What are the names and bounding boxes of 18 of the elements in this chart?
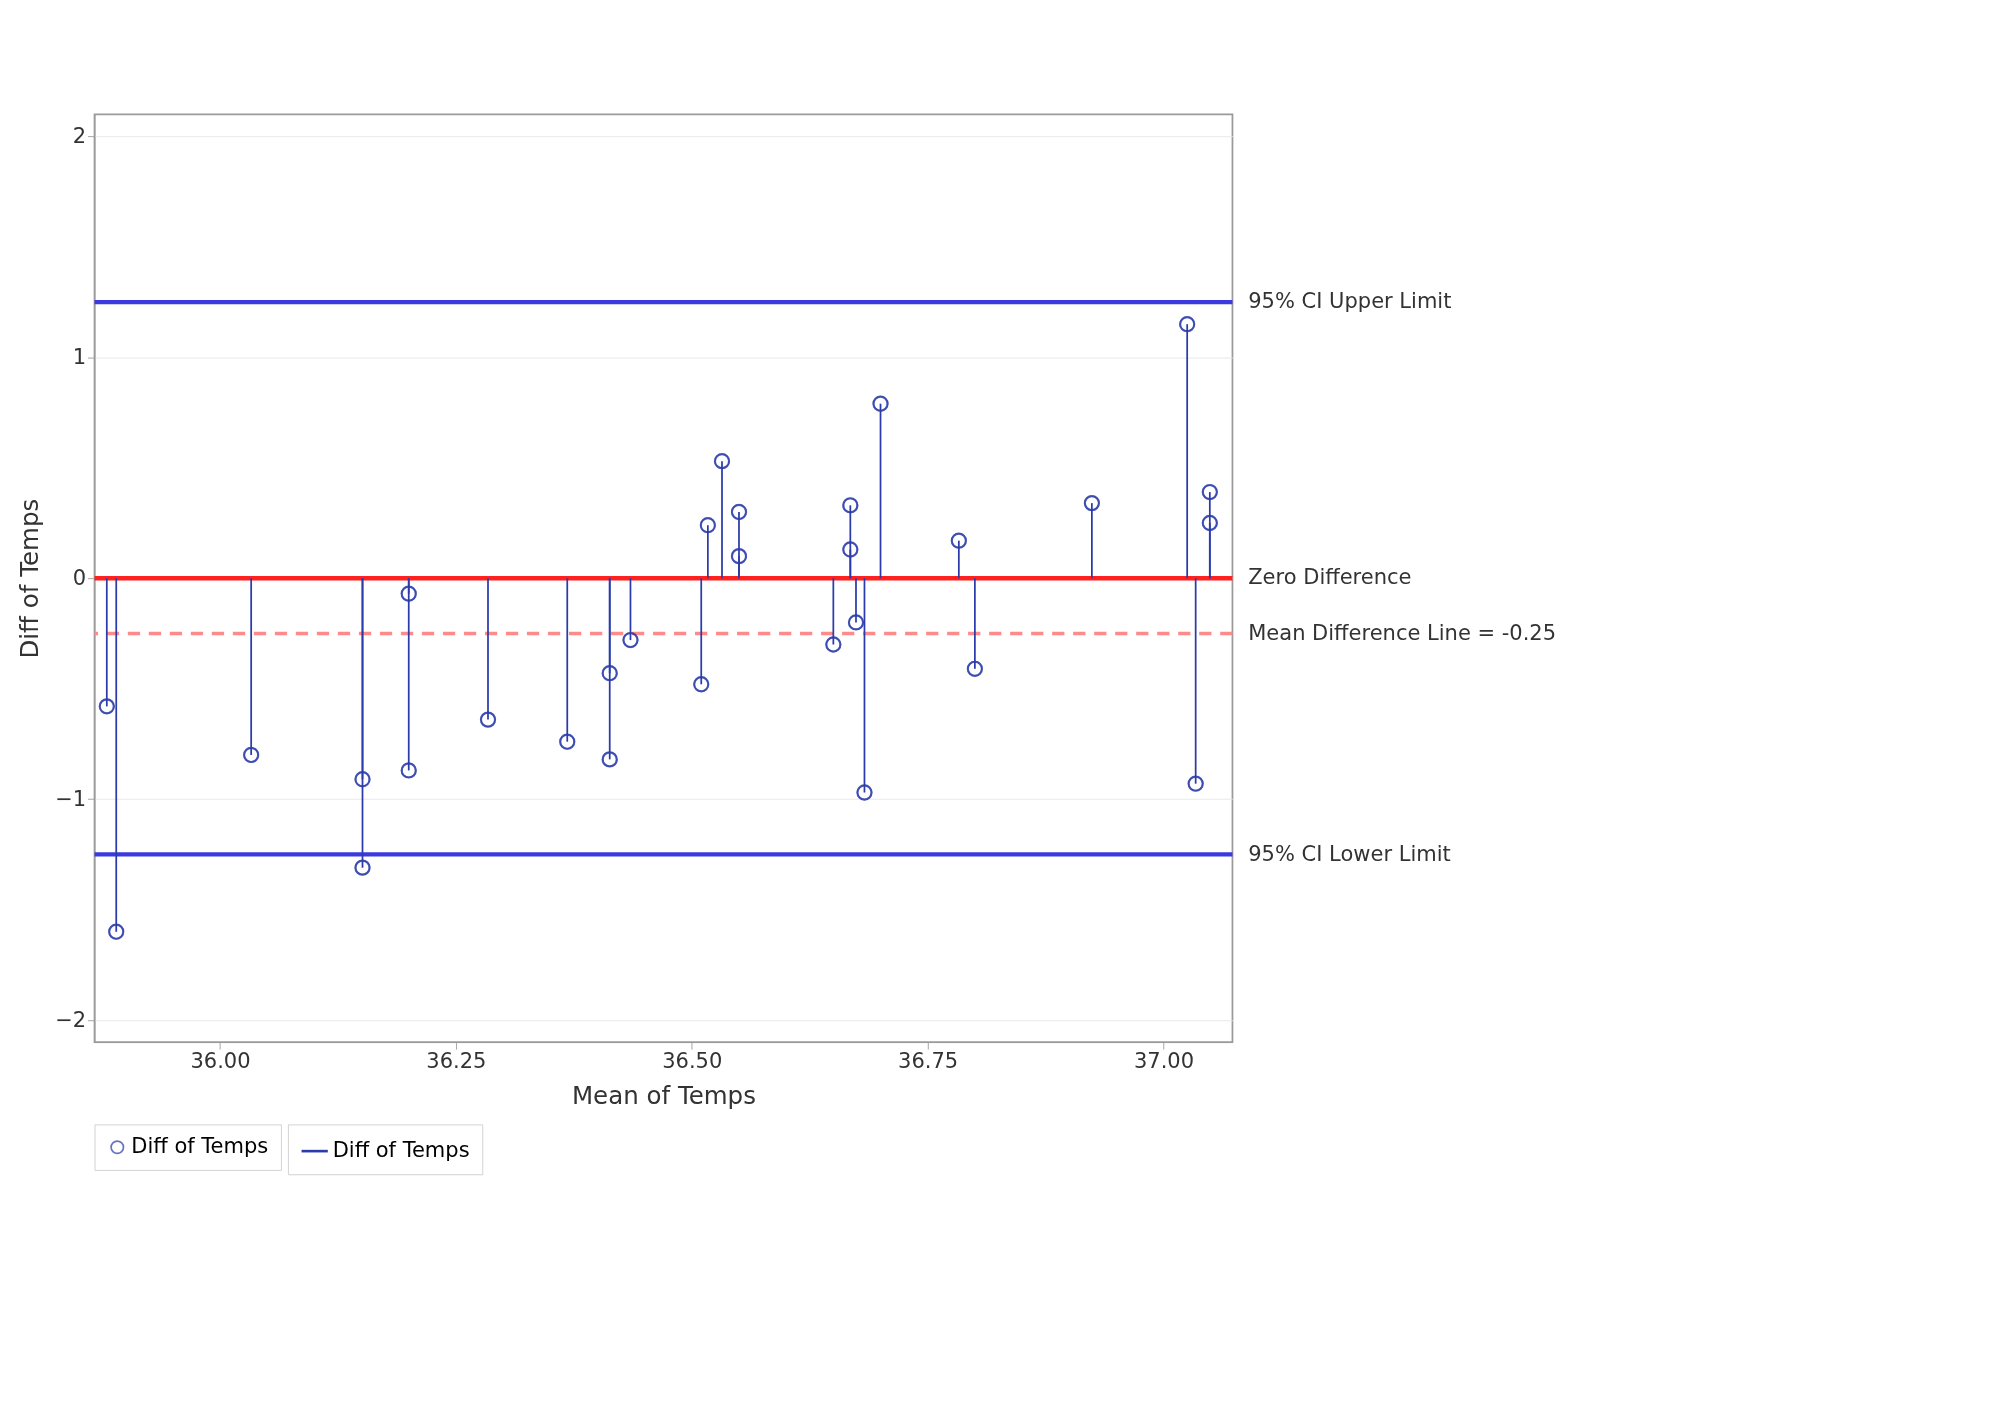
x-tick-label: 36.75 (898, 1048, 959, 1073)
ref-line-label: 95% CI Lower Limit (1248, 841, 1451, 866)
x-axis-title: Mean of Temps (571, 1080, 756, 1110)
x-tick-label: 36.00 (190, 1048, 251, 1073)
ref-line-label: Mean Difference Line = -0.25 (1248, 620, 1557, 645)
y-tick-label: −1 (55, 786, 87, 811)
x-tick-label: 36.50 (662, 1048, 723, 1073)
y-axis-title: Diff of Temps (14, 498, 44, 659)
ref-line-label: Zero Difference (1248, 565, 1412, 590)
y-tick-label: 2 (72, 123, 87, 148)
legend-label: Diff of Temps (131, 1134, 269, 1159)
ref-line-label: 95% CI Upper Limit (1248, 289, 1452, 314)
x-tick-label: 37.00 (1133, 1048, 1195, 1073)
y-tick-label: 1 (72, 344, 87, 369)
y-tick-label: 0 (72, 565, 87, 590)
x-tick-label: 36.25 (426, 1048, 487, 1073)
y-tick-label: −2 (55, 1007, 87, 1032)
legend-label: Diff of Temps (332, 1138, 470, 1163)
